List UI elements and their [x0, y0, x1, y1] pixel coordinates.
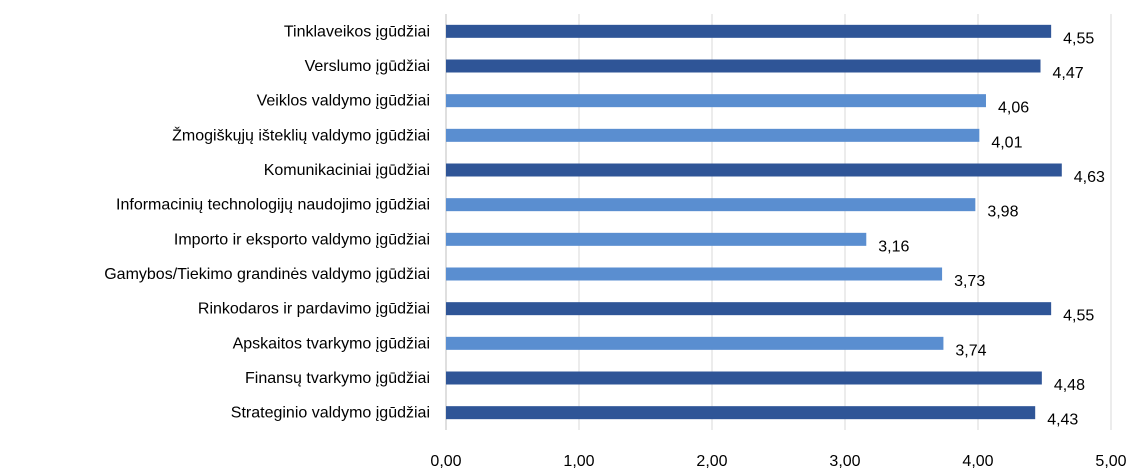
value-label: 3,98 [987, 204, 1018, 221]
category-label: Gamybos/Tiekimo grandinės valdymo įgūdži… [104, 266, 430, 283]
category-label: Komunikaciniai įgūdžiai [264, 162, 430, 179]
value-label: 3,73 [954, 273, 985, 290]
category-label: Apskaitos tvarkymo įgūdžiai [233, 335, 430, 352]
category-label: Veiklos valdymo įgūdžiai [257, 93, 430, 110]
x-tick-label: 3,00 [829, 453, 860, 468]
category-label: Žmogiškųjų išteklių valdymo įgūdžiai [172, 125, 430, 144]
value-label: 4,01 [991, 134, 1022, 151]
category-label: Rinkodaros ir pardavimo įgūdžiai [198, 301, 430, 318]
value-label: 4,47 [1053, 65, 1084, 82]
bar [446, 24, 1052, 38]
bars [446, 24, 1062, 420]
bar [446, 94, 986, 108]
bar [446, 267, 943, 281]
bar [446, 302, 1052, 316]
bar [446, 59, 1041, 73]
bar [446, 232, 867, 246]
bar [446, 336, 944, 350]
bar [446, 371, 1042, 385]
x-tick-label: 0,00 [430, 453, 461, 468]
value-label: 4,55 [1063, 30, 1094, 47]
value-label: 3,74 [955, 342, 986, 359]
x-tick-labels: 0,00 1,00 2,00 3,00 4,00 5,00 [430, 453, 1126, 468]
value-label: 4,06 [998, 100, 1029, 117]
x-tick-label: 1,00 [563, 453, 594, 468]
value-label: 4,63 [1074, 169, 1105, 186]
category-label: Finansų tvarkymo įgūdžiai [245, 370, 430, 387]
x-tick-label: 4,00 [962, 453, 993, 468]
x-tick-label: 2,00 [696, 453, 727, 468]
gridlines [578, 14, 1112, 430]
category-label: Informacinių technologijų naudojimo įgūd… [116, 197, 430, 214]
value-labels: 4,55 4,47 4,06 4,01 4,63 3,98 3,16 3,73 4,55 3,74… [878, 30, 1105, 428]
value-label: 4,55 [1063, 308, 1094, 325]
category-label: Verslumo įgūdžiai [305, 58, 430, 75]
bar [446, 406, 1036, 420]
x-tick-label: 5,00 [1095, 453, 1126, 468]
bar [446, 128, 980, 142]
category-labels: Tinklaveikos įgūdžiai Verslumo įgūdžiai Ve… [104, 23, 430, 421]
bar [446, 163, 1062, 177]
value-label: 4,48 [1054, 377, 1085, 394]
value-label: 3,16 [878, 238, 909, 255]
value-label: 4,43 [1047, 412, 1078, 429]
bar [446, 198, 976, 212]
category-label: Tinklaveikos įgūdžiai [284, 23, 430, 40]
category-label: Strateginio valdymo įgūdžiai [231, 405, 430, 422]
category-label: Importo ir eksporto valdymo įgūdžiai [174, 231, 430, 248]
